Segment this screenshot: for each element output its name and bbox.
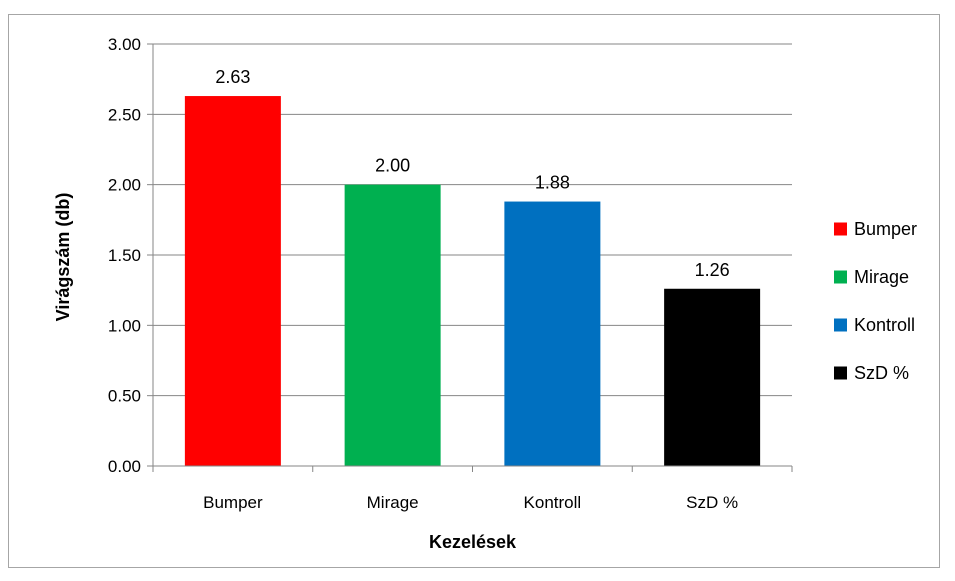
x-tick-label: Mirage [367,493,419,512]
legend-swatch [834,270,847,284]
y-tick-label: 1.50 [108,246,141,265]
legend-label: Mirage [854,267,909,287]
bar-kontroll [504,201,601,466]
x-tick-label: SzD % [686,493,738,512]
legend-swatch [834,222,847,236]
legend-label: SzD % [854,363,909,383]
bar-bumper [184,96,281,467]
legend-label: Bumper [854,219,917,239]
x-axis-title: Kezelések [429,532,517,552]
legend-swatch [834,366,847,380]
data-label: 1.88 [535,173,570,193]
y-tick-label: 2.50 [108,105,141,124]
y-axis-title: Virágszám (db) [53,193,73,322]
chart-frame [8,14,940,568]
y-tick-label: 3.00 [108,35,141,54]
y-tick-label: 2.00 [108,176,141,195]
y-tick-label: 0.00 [108,457,141,476]
data-label: 2.63 [215,67,250,87]
data-label: 2.00 [375,156,410,176]
x-tick-label: Bumper [203,493,263,512]
data-label: 1.26 [695,260,730,280]
bar-mirage [344,184,441,466]
bar-szd [664,288,761,466]
legend-swatch [834,318,847,332]
y-tick-label: 1.00 [108,316,141,335]
y-tick-label: 0.50 [108,387,141,406]
legend-label: Kontroll [854,315,915,335]
x-tick-label: Kontroll [524,493,582,512]
